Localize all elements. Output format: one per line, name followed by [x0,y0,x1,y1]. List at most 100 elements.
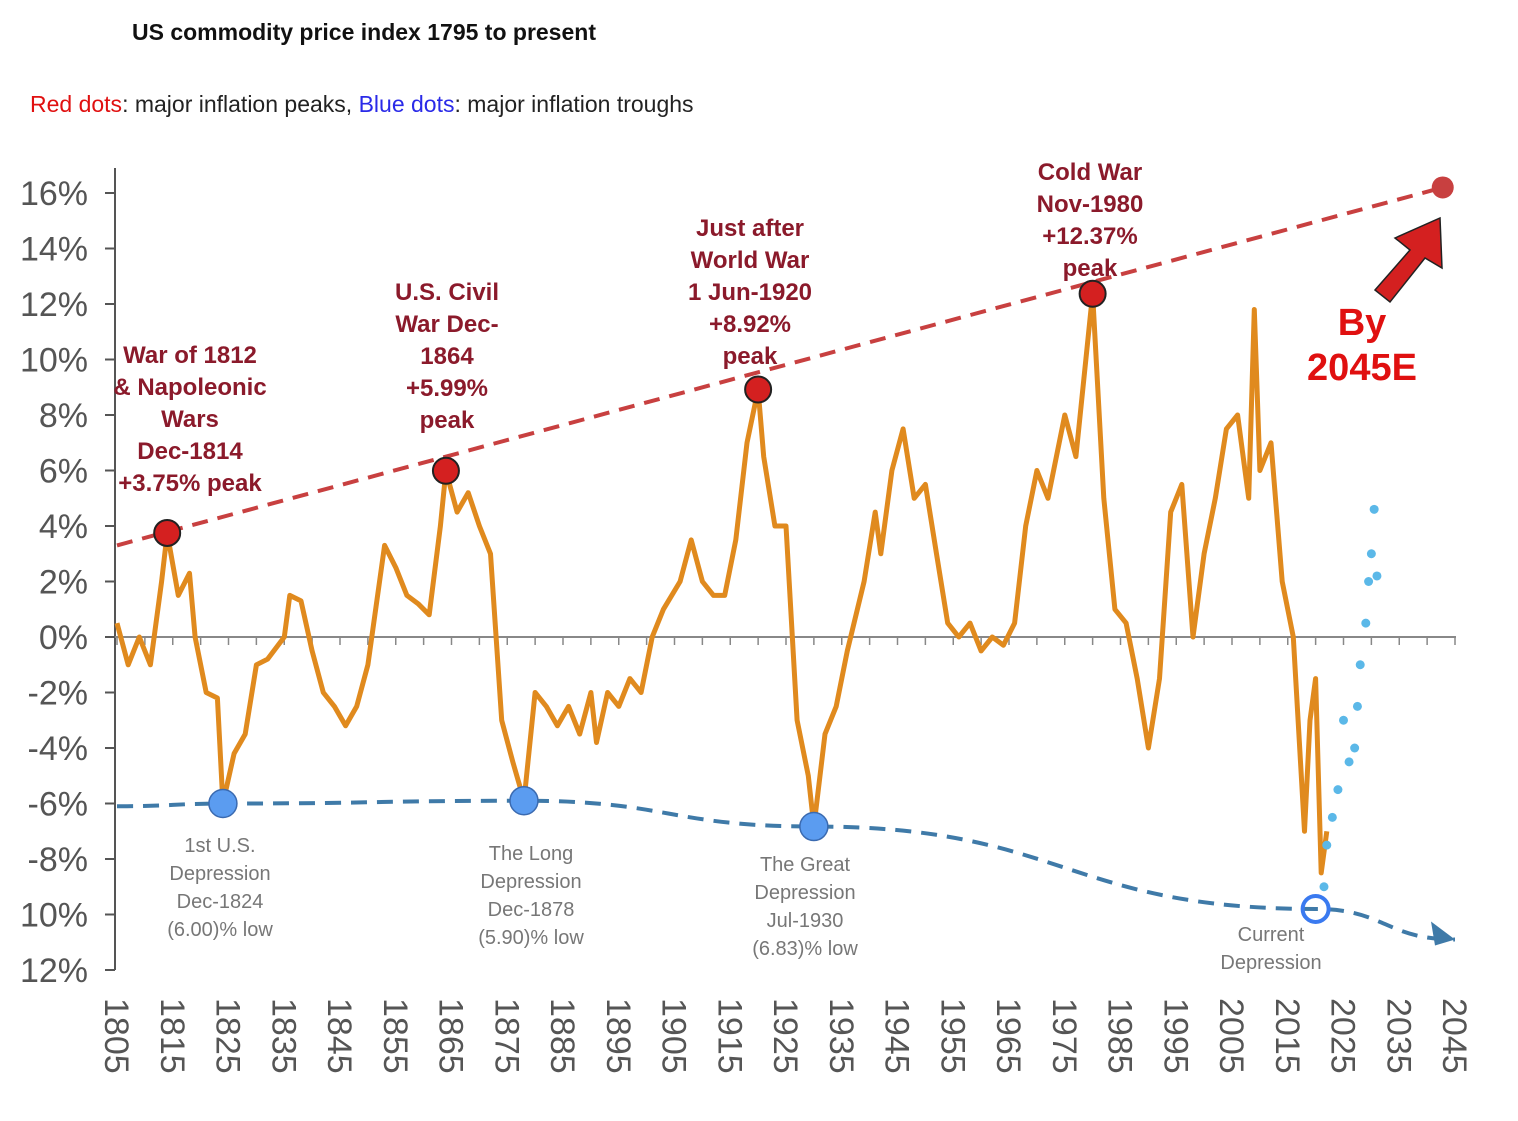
x-tick-label: 1915 [710,998,748,1074]
trough-trend-line [116,798,1456,942]
peak-annotation: 1 Jun-1920 [688,279,812,306]
peak-annotation: War Dec- [395,311,498,338]
forecast-dot [1364,577,1374,586]
peak-annotation: World War [691,247,810,274]
subtitle-text: : major inflation troughs [454,91,693,117]
blue-dots-legend: Blue dots [359,91,455,117]
x-tick-label: 1845 [320,998,358,1074]
plot-area: 16% 14% 12% 10% 8% 6% 4% 2% 0% -2% -4% -6% -8% 10% 12%… [20,159,1473,1074]
trough-annotation: (6.83)% low [752,938,858,960]
y-tick-label: 10% [20,897,88,935]
y-tick-label: 16% [20,175,88,213]
trough-dot [799,811,829,842]
peak-annotation: War of 1812 [123,342,257,369]
forecast-dot [1333,785,1343,795]
peak-annotation: & Napoleonic [113,374,266,401]
y-tick-label: 10% [20,342,88,380]
x-tick-label: 2025 [1324,998,1362,1074]
callout-text: By [1338,302,1387,344]
x-tick-label: 2015 [1268,998,1306,1074]
forecast-dot [1366,549,1376,559]
trough-annotation: Depression [754,882,855,904]
x-tick-label: 1825 [209,998,247,1074]
trough-annotation: The Great [760,854,850,876]
trough-annotation: Depression [1220,952,1321,974]
red-arrow-icon [1373,216,1443,304]
trough-annotation: 1st U.S. [184,835,255,857]
history-line [114,291,1330,876]
x-tick-label: 1885 [543,998,581,1074]
y-tick-label: -8% [28,841,88,879]
callout-text: 2045E [1307,347,1417,389]
trough-dot [509,785,539,816]
x-tick-label: 1955 [933,998,971,1074]
peak-annotation: Dec-1814 [137,438,243,465]
trough-annotation: Depression [480,871,581,893]
forecast-dot [1327,812,1337,822]
trough-annotation: (6.00)% low [167,919,273,941]
x-tick-label: 1855 [376,998,414,1074]
y-tick-label: 12% [20,286,88,324]
x-tick-label: 1935 [822,998,860,1074]
peak-annotation: U.S. Civil [395,279,499,306]
peak-annotation: +12.37% [1042,223,1137,250]
trough-annotation: Jul-1930 [767,910,844,932]
y-tick-label: 8% [39,397,88,435]
x-tick-label: 1925 [766,998,804,1074]
y-tick-label: -4% [28,730,88,768]
forecast-dot [1344,757,1354,767]
forecast-dot [1369,504,1379,514]
y-tick-label: 6% [39,453,88,491]
x-tick-label: 2035 [1379,998,1417,1074]
y-tick-label: 4% [39,508,88,546]
peak-annotation: peak [723,343,778,370]
peak-trend-line [116,185,1444,548]
x-tick-label: 1805 [97,998,135,1074]
trough-dot [208,788,238,819]
y-tick-label: 12% [20,952,88,990]
subtitle-text: : major inflation peaks, [122,91,359,117]
forecast-dot [1339,715,1348,725]
trough-annotation: The Long [489,843,574,865]
peak-dot [153,518,182,547]
x-tick-label: 1875 [487,998,525,1074]
y-tick-label: -6% [28,786,88,824]
peak-annotation: Cold War [1038,159,1142,186]
trough-dot [1300,893,1331,924]
x-tick-label: 1835 [264,998,302,1074]
forecast-dot [1350,743,1360,753]
trough-annotation: Depression [169,863,270,885]
peak-dot [431,456,460,485]
trough-trend-arrowhead [1431,921,1455,946]
forecast-dot [1322,840,1332,850]
x-tick-label: 1975 [1045,998,1083,1074]
peak-annotation: +5.99% [406,375,488,402]
peak-annotation: +8.92% [709,311,791,338]
x-tick-label: 1985 [1101,998,1139,1074]
x-tick-label: 1895 [599,998,637,1074]
x-tick-label: 1945 [878,998,916,1074]
peak-annotation: 1864 [420,343,474,370]
x-tick-label: 1965 [989,998,1027,1074]
x-tick-label: 1865 [432,998,470,1074]
x-tick-label: 2045 [1435,998,1473,1074]
y-tick-label: 2% [39,564,88,602]
peak-annotation: peak [1063,255,1118,282]
x-tick-label: 1905 [655,998,693,1074]
peak-annotation: +3.75% peak [118,470,262,497]
forecast-dot [1319,882,1329,892]
peak-annotation: peak [420,407,475,434]
peak-annotation: Wars [161,406,219,433]
forecast-dot [1355,660,1365,670]
trough-annotation: Dec-1824 [177,891,264,913]
forecast-dot [1372,571,1382,581]
peak-dot [1431,176,1454,199]
peak-annotation: Just after [696,215,804,242]
chart-subtitle: Red dots: major inflation peaks, Blue do… [30,91,694,117]
y-tick-label: -2% [28,675,88,713]
chart-title: US commodity price index 1795 to present [132,19,596,45]
red-dots-legend: Red dots [30,91,122,117]
y-tick-label: 0% [39,619,88,657]
trough-annotation: (5.90)% low [478,927,584,949]
